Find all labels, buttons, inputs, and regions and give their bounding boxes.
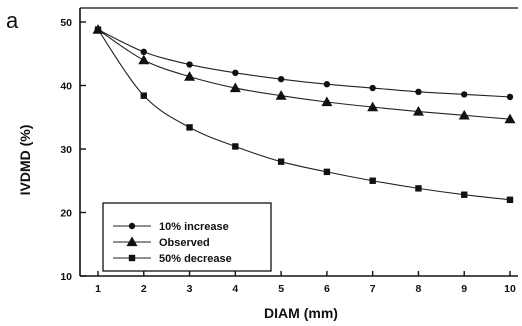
x-tick-label: 1 xyxy=(95,283,101,295)
x-tick-label: 2 xyxy=(141,283,147,295)
data-point xyxy=(140,48,147,56)
x-tick-label: 8 xyxy=(416,283,422,295)
data-point xyxy=(138,54,150,65)
data-point xyxy=(323,168,331,176)
legend-marker xyxy=(128,222,136,230)
data-point xyxy=(186,61,193,68)
legend-item: Observed xyxy=(113,236,210,249)
data-point xyxy=(415,88,422,96)
data-point xyxy=(458,109,470,120)
y-tick-label: 20 xyxy=(60,208,72,220)
data-point xyxy=(506,93,514,101)
data-point xyxy=(369,177,376,184)
legend-item: 50% decrease xyxy=(113,253,232,265)
data-point xyxy=(323,81,331,88)
x-tick-label: 5 xyxy=(278,283,284,295)
series-square xyxy=(94,26,514,203)
axes: 10 20 30 40 50 1 2 3 4 5 6 7 8 9 10 xyxy=(60,7,518,295)
data-point xyxy=(229,82,241,93)
data-point xyxy=(504,113,516,124)
data-point xyxy=(367,101,379,112)
legend-label: 10% increase xyxy=(159,221,229,233)
data-point xyxy=(506,196,514,203)
y-tick-label: 40 xyxy=(60,81,72,93)
series-line xyxy=(97,29,511,98)
y-tick-label: 50 xyxy=(60,17,72,29)
x-tick-label: 4 xyxy=(232,283,238,295)
series-line xyxy=(97,29,511,120)
x-tick-label: 7 xyxy=(370,283,376,295)
y-tick-label: 10 xyxy=(60,271,72,283)
data-point xyxy=(140,92,147,99)
legend: 10% increase Observed 50% decrease xyxy=(102,202,272,272)
legend-label: 50% decrease xyxy=(159,253,232,265)
data-point xyxy=(275,90,287,100)
data-point xyxy=(232,143,239,150)
data-point xyxy=(461,191,468,198)
legend-marker xyxy=(126,236,138,247)
panel-label: a xyxy=(6,8,19,33)
data-point xyxy=(277,158,285,165)
data-point xyxy=(232,69,239,77)
y-axis-title: IVDMD (%) xyxy=(17,125,33,196)
data-point xyxy=(94,26,102,33)
x-axis-title: DIAM (mm) xyxy=(264,305,338,321)
legend-marker xyxy=(128,254,136,262)
series-line xyxy=(97,29,511,201)
data-point xyxy=(184,71,196,81)
series-lines xyxy=(92,24,516,203)
data-point xyxy=(369,84,376,92)
data-point xyxy=(412,106,424,116)
legend-item: 10% increase xyxy=(113,221,229,233)
x-tick-label: 3 xyxy=(187,283,193,295)
data-point xyxy=(415,185,422,192)
series-triangle xyxy=(92,24,516,124)
series-circle xyxy=(94,26,514,101)
legend-label: Observed xyxy=(159,237,210,249)
x-tick-label: 6 xyxy=(324,283,330,295)
x-tick-label: 9 xyxy=(461,283,467,295)
x-tick-label: 10 xyxy=(504,283,516,295)
data-point xyxy=(461,91,468,98)
y-tick-label: 30 xyxy=(60,144,72,156)
data-point xyxy=(186,124,193,131)
data-point xyxy=(321,96,333,107)
data-point xyxy=(277,75,285,83)
